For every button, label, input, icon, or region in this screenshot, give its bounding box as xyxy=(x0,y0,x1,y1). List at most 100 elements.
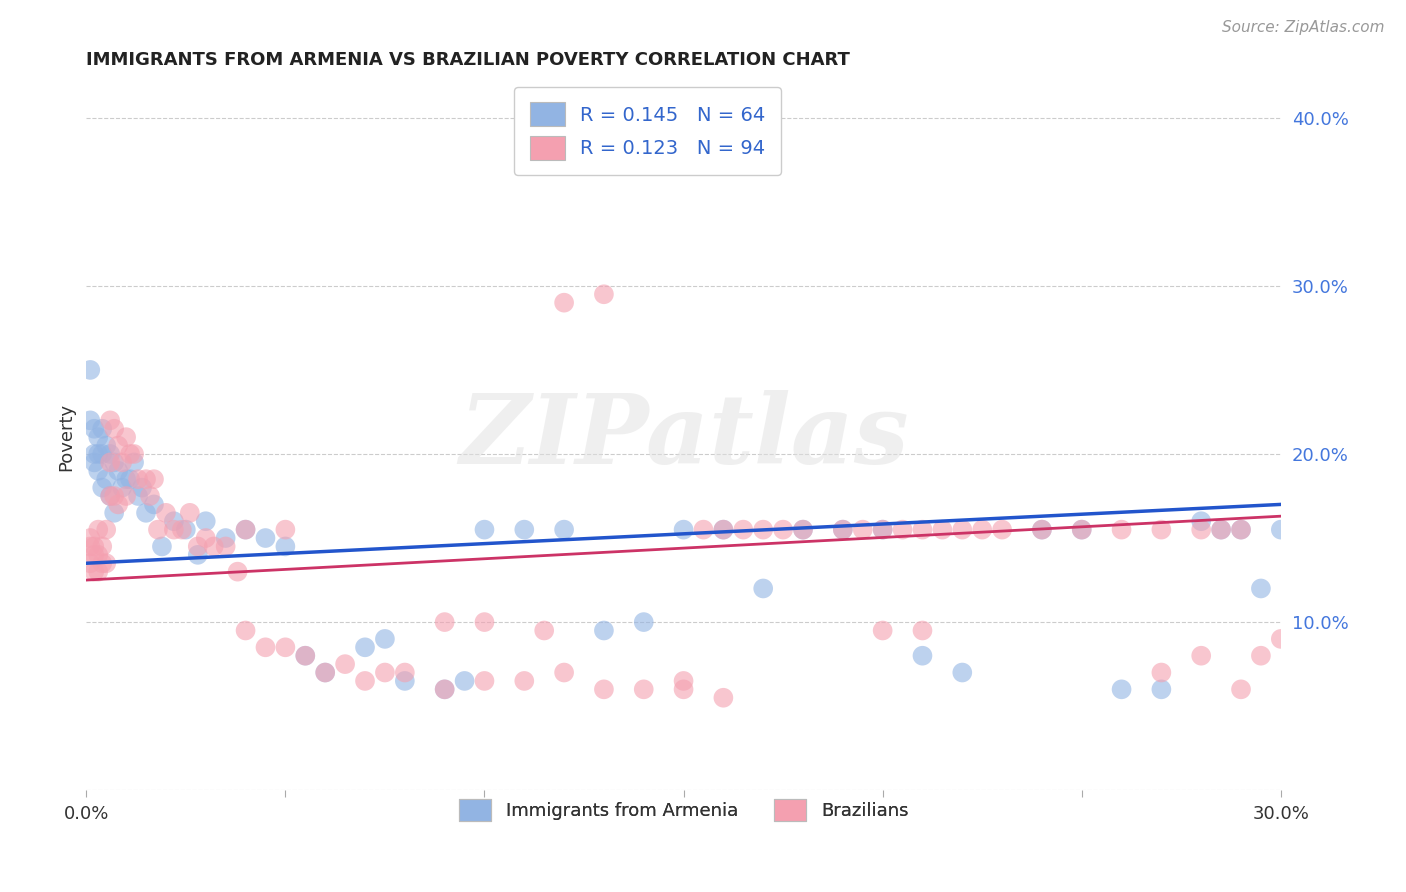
Point xyxy=(79,531,101,545)
Text: ZIPatlas: ZIPatlas xyxy=(458,390,908,484)
Point xyxy=(87,447,110,461)
Point xyxy=(187,548,209,562)
Point xyxy=(194,514,217,528)
Point xyxy=(553,523,575,537)
Point xyxy=(733,523,755,537)
Point xyxy=(111,481,134,495)
Point xyxy=(792,523,814,537)
Point xyxy=(91,481,114,495)
Point xyxy=(433,682,456,697)
Point xyxy=(972,523,994,537)
Point xyxy=(254,531,277,545)
Point xyxy=(513,523,536,537)
Point xyxy=(115,489,138,503)
Point xyxy=(394,665,416,680)
Point xyxy=(533,624,555,638)
Point xyxy=(831,523,853,537)
Point xyxy=(852,523,875,537)
Point xyxy=(115,472,138,486)
Point xyxy=(1270,523,1292,537)
Point xyxy=(474,673,496,688)
Point xyxy=(513,673,536,688)
Point xyxy=(1189,523,1212,537)
Point xyxy=(314,665,336,680)
Point xyxy=(633,682,655,697)
Point xyxy=(911,648,934,663)
Point xyxy=(314,665,336,680)
Point xyxy=(1250,648,1272,663)
Point xyxy=(103,489,125,503)
Point xyxy=(911,523,934,537)
Point xyxy=(170,523,193,537)
Point xyxy=(143,472,166,486)
Point xyxy=(120,472,142,486)
Point xyxy=(294,648,316,663)
Point xyxy=(83,548,105,562)
Point xyxy=(792,523,814,537)
Point xyxy=(453,673,475,688)
Point xyxy=(633,615,655,629)
Point xyxy=(553,295,575,310)
Point xyxy=(79,556,101,570)
Point xyxy=(374,665,396,680)
Point xyxy=(1111,682,1133,697)
Point xyxy=(1209,523,1232,537)
Point xyxy=(174,523,197,537)
Point xyxy=(711,523,734,537)
Point xyxy=(433,682,456,697)
Point xyxy=(179,506,201,520)
Point xyxy=(374,632,396,646)
Point xyxy=(254,640,277,655)
Point xyxy=(150,540,173,554)
Point xyxy=(91,540,114,554)
Point xyxy=(1031,523,1053,537)
Point xyxy=(122,447,145,461)
Point xyxy=(931,523,953,537)
Point xyxy=(127,472,149,486)
Point xyxy=(98,455,121,469)
Point xyxy=(120,447,142,461)
Point xyxy=(96,472,118,486)
Point xyxy=(96,439,118,453)
Point xyxy=(593,287,616,301)
Point xyxy=(294,648,316,663)
Point xyxy=(235,523,257,537)
Point xyxy=(274,523,297,537)
Point xyxy=(107,497,129,511)
Point xyxy=(872,624,894,638)
Point xyxy=(235,523,257,537)
Point xyxy=(1070,523,1092,537)
Point xyxy=(1150,682,1173,697)
Point xyxy=(553,665,575,680)
Point xyxy=(98,447,121,461)
Point xyxy=(1230,682,1253,697)
Point xyxy=(711,690,734,705)
Point xyxy=(163,514,186,528)
Point xyxy=(1209,523,1232,537)
Point xyxy=(79,413,101,427)
Point xyxy=(107,464,129,478)
Point xyxy=(593,624,616,638)
Point xyxy=(103,455,125,469)
Text: IMMIGRANTS FROM ARMENIA VS BRAZILIAN POVERTY CORRELATION CHART: IMMIGRANTS FROM ARMENIA VS BRAZILIAN POV… xyxy=(86,51,851,69)
Point xyxy=(1230,523,1253,537)
Point xyxy=(163,523,186,537)
Point xyxy=(103,506,125,520)
Point xyxy=(143,497,166,511)
Point xyxy=(214,531,236,545)
Point xyxy=(433,615,456,629)
Point xyxy=(354,673,377,688)
Y-axis label: Poverty: Poverty xyxy=(58,403,75,471)
Point xyxy=(127,489,149,503)
Point xyxy=(83,422,105,436)
Point xyxy=(474,523,496,537)
Point xyxy=(991,523,1014,537)
Point xyxy=(950,523,973,537)
Point xyxy=(194,531,217,545)
Point xyxy=(79,363,101,377)
Point xyxy=(394,673,416,688)
Point xyxy=(202,540,225,554)
Point xyxy=(1189,648,1212,663)
Point xyxy=(96,556,118,570)
Point xyxy=(87,464,110,478)
